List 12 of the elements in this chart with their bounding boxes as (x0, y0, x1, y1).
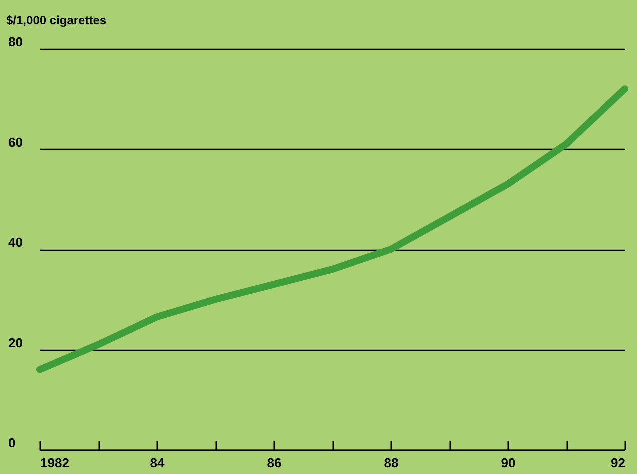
y-tick-label: 60 (8, 134, 23, 150)
x-tick-label: 86 (267, 456, 282, 470)
x-tick-label: 88 (384, 456, 399, 470)
x-tick-label: 1982 (40, 456, 70, 470)
x-tick-label: 90 (501, 456, 516, 470)
x-tick-label: 92 (611, 456, 626, 470)
y-tick-label: 20 (8, 335, 23, 350)
y-tick-label: 80 (8, 34, 23, 50)
x-tick-label: 84 (150, 456, 166, 470)
y-axis-title: $/1,000 cigarettes (6, 14, 107, 28)
y-tick-label: 0 (8, 436, 16, 450)
y-tick-label: 40 (8, 235, 23, 250)
